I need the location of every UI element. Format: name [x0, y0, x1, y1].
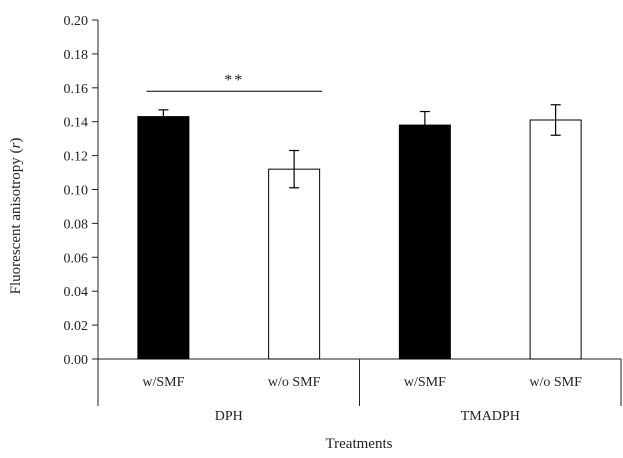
y-tick-label: 0.08 [64, 217, 89, 232]
y-tick-label: 0.20 [64, 14, 89, 29]
significance-label: ** [224, 72, 244, 89]
x-axis-title: Treatments [326, 436, 393, 452]
x-category-label: w/SMF [404, 375, 446, 390]
y-tick-label: 0.00 [64, 353, 89, 368]
y-tick-label: 0.10 [64, 184, 89, 199]
bar [529, 119, 582, 360]
y-tick-label: 0.06 [64, 251, 89, 266]
x-category-label: w/o SMF [268, 375, 321, 390]
y-axis-ticks: 0.00 0.02 0.04 0.06 0.08 0.10 0.12 0.14 0.16 0.18… [64, 14, 98, 368]
y-axis-title: Fluorescent anisotropy (r) [8, 138, 24, 295]
annotations: ** [146, 72, 323, 92]
x-axis-categories: w/SMF w/o SMF DPH w/SMF w/o SMF TMADPH [97, 359, 622, 424]
y-tick-label: 0.02 [64, 319, 89, 334]
y-tick-label: 0.12 [64, 150, 89, 165]
x-group-label: DPH [215, 409, 243, 424]
y-tick-label: 0.14 [64, 116, 89, 131]
y-tick-label: 0.16 [64, 82, 89, 97]
bars [137, 104, 582, 360]
bar [268, 168, 321, 360]
y-tick-label: 0.18 [64, 48, 89, 63]
x-category-label: w/o SMF [529, 375, 582, 390]
x-category-label: w/SMF [142, 375, 184, 390]
y-tick-label: 0.04 [64, 285, 89, 300]
x-group-label: TMADPH [461, 409, 520, 424]
bar [137, 116, 190, 360]
bar [398, 124, 451, 360]
